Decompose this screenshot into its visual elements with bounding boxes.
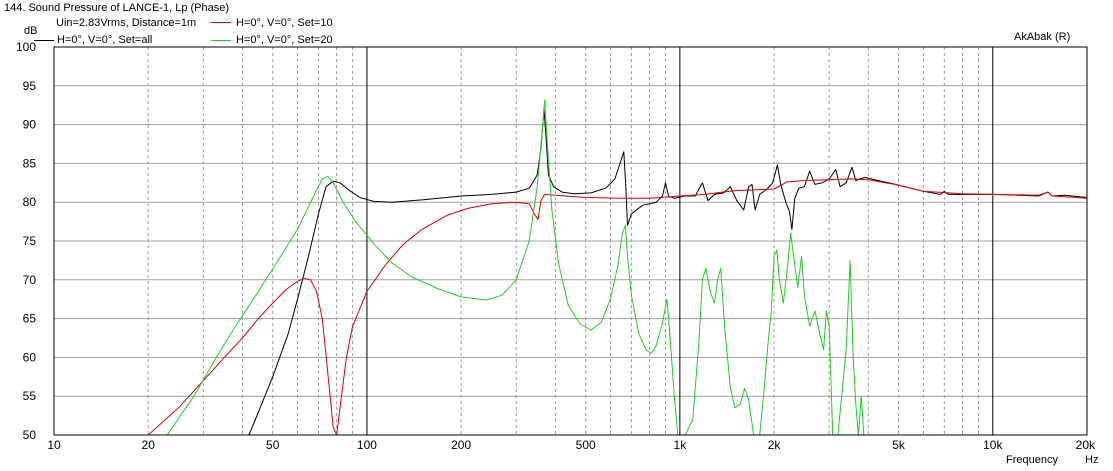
y-tick-label: 65 [23,312,37,326]
x-tick-label: 1k [674,438,688,452]
legend-label-set-10: H=0°, V=0°, Set=10 [236,17,333,29]
x-tick-label: 20k [1076,438,1096,452]
legend-swatch-set-20 [211,40,231,41]
y-tick-label: 60 [23,350,37,364]
y-tick-label: 55 [23,389,37,403]
x-axis-label: Frequency [1006,454,1058,466]
y-tick-label: 90 [23,118,37,132]
chart-title: 144. Sound Pressure of LANCE-1, Lp (Phas… [4,2,230,14]
x-tick-label: 5k [892,438,906,452]
x-tick-label: 500 [576,438,596,452]
y-tick-label: 50 [23,428,37,442]
legend-swatch-set-10 [211,22,231,23]
y-tick-label: 75 [23,234,37,248]
chart-subtitle: Uin=2.83Vrms, Distance=1m [56,17,197,29]
x-tick-label: 2k [768,438,782,452]
x-tick-label: 20 [142,438,156,452]
x-tick-label: 10k [983,438,1003,452]
x-axis-tick-labels: 10 20 50 100 200 500 1k 2k 5k 10k 20k [47,438,1096,452]
legend-swatch-set-all [34,40,54,41]
y-tick-label: 80 [23,195,37,209]
y-tick-label: 95 [23,79,37,93]
x-tick-label: 10 [47,438,61,452]
series-line-h-0-v-0-set-10 [147,178,1088,436]
brand-label: AkAbak (R) [1014,31,1071,43]
y-axis-label: dB [24,25,38,37]
y-axis-tick-labels: 50 55 60 65 70 75 80 85 90 95 100 [16,40,36,442]
y-tick-label: 70 [23,273,37,287]
legend-label-set-all: H=0°, V=0°, Set=all [57,34,153,46]
x-tick-label: 100 [357,438,377,452]
x-tick-label: 50 [266,438,280,452]
y-tick-label: 100 [16,40,36,54]
legend-label-set-20: H=0°, V=0°, Set=20 [236,34,333,46]
x-axis-unit: Hz [1085,454,1099,466]
plot-frame [53,46,1088,436]
x-tick-label: 200 [451,438,471,452]
y-tick-label: 85 [23,156,37,170]
